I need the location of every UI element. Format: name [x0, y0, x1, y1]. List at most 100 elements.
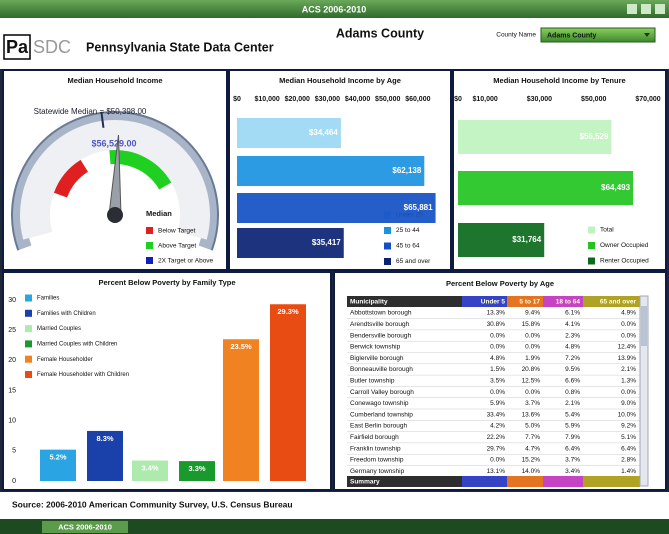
bar-value-label: 29.3%: [277, 307, 299, 316]
table-cell: 3.7%: [525, 400, 540, 407]
column-header: 65 and over: [600, 299, 637, 306]
table-cell: 4.7%: [525, 445, 540, 452]
table-cell: 0.0%: [525, 389, 540, 396]
table-cell: 29.7%: [487, 445, 506, 452]
table-cell: 0.0%: [525, 332, 540, 339]
scrollbar-thumb: [641, 306, 647, 346]
table-cell: Biglerville borough: [350, 355, 404, 362]
table-cell: 9.4%: [525, 310, 540, 317]
legend-title: Median: [146, 209, 172, 218]
legend-label: Families with Children: [37, 311, 96, 317]
table-cell: 2.3%: [565, 332, 580, 339]
x-tick-label: $40,000: [345, 96, 370, 103]
gauge-hub: [107, 207, 123, 223]
bar: [270, 304, 306, 481]
x-tick-label: $20,000: [285, 96, 310, 103]
county-dropdown[interactable]: [540, 27, 656, 43]
legend-swatch: [384, 242, 391, 250]
summary-cell: [507, 476, 543, 487]
legend-swatch: [588, 242, 595, 249]
bar-value-label: $65,881: [404, 203, 433, 212]
x-tick-label: $50,000: [375, 96, 400, 103]
bar-value-label: $35,417: [312, 238, 341, 247]
table-cell: Butler township: [350, 378, 395, 385]
table-cell: Bendersville borough: [350, 332, 411, 339]
legend-label: Female Householder with Children: [37, 372, 129, 378]
column-header-cell: [507, 296, 543, 307]
taskbar: [0, 519, 669, 534]
table-cell: 0.0%: [490, 344, 505, 351]
organization: Pennsylvania State Data Center: [86, 40, 274, 54]
bar-value-label: $31,764: [512, 235, 541, 244]
table-cell: 2.1%: [621, 366, 636, 373]
table-cell: Bonneauville borough: [350, 366, 413, 373]
footer: [0, 492, 669, 519]
table-cell: 1.5%: [490, 366, 505, 373]
table-cell: 14.0%: [522, 468, 541, 475]
bar: [237, 228, 344, 258]
table-cell: 5.9%: [565, 423, 580, 430]
table-cell: 15.2%: [522, 457, 541, 464]
minimize-button[interactable]: [627, 4, 637, 14]
column-header-cell: [583, 296, 640, 307]
table-cell: 20.8%: [522, 366, 541, 373]
close-button[interactable]: [655, 4, 665, 14]
table-cell: 22.2%: [487, 434, 506, 441]
legend-swatch: [25, 294, 32, 302]
y-tick-label: 10: [8, 418, 16, 425]
table-cell: 2.8%: [621, 457, 636, 464]
table-cell: 4.8%: [565, 344, 580, 351]
table-cell: 7.2%: [565, 355, 580, 362]
gauge-value: $56,529.00: [91, 138, 136, 148]
y-tick-label: 5: [12, 448, 16, 455]
column-header-cell: [543, 296, 583, 307]
taskbar-tab[interactable]: [42, 521, 128, 533]
table-cell: 0.0%: [490, 332, 505, 339]
bar: [458, 171, 634, 205]
summary-cell: [543, 476, 583, 487]
table-cell: Freedom township: [350, 457, 404, 464]
table-cell: Fairfield borough: [350, 434, 399, 441]
legend-label: 65 and over: [396, 258, 431, 265]
chart-title: Median Household Income: [67, 76, 162, 85]
table-cell: 4.8%: [490, 355, 505, 362]
maximize-button[interactable]: [641, 4, 651, 14]
legend-swatch: [25, 309, 32, 317]
logo-left: Pa: [6, 37, 29, 57]
gauge-rim-edge: [11, 111, 219, 251]
table-cell: 12.5%: [522, 378, 541, 385]
table-cell: 0.8%: [565, 389, 580, 396]
table-cell: 0.0%: [490, 457, 505, 464]
column-header: 18 to 64: [556, 299, 581, 306]
table-cell: 0.0%: [621, 321, 636, 328]
legend-swatch: [25, 340, 32, 348]
chart-title: Median Household Income by Age: [279, 76, 401, 85]
table-cell: 9.5%: [565, 366, 580, 373]
table-cell: 13.1%: [487, 468, 506, 475]
bar-value-label: 23.5%: [230, 342, 252, 351]
table-cell: 10.0%: [618, 411, 637, 418]
county-title: Adams County: [336, 26, 424, 40]
table-cell: 2.1%: [565, 400, 580, 407]
county-value: Adams County: [547, 32, 597, 39]
window-title: ACS 2006-2010: [302, 4, 367, 14]
legend-label: 25 to 44: [396, 227, 420, 234]
x-tick-label: $30,000: [315, 96, 340, 103]
gauge-band-red: [53, 159, 89, 198]
reference-annotation: Statewide Median = $50,398.00: [34, 107, 147, 116]
legend-label: 2X Target or Above: [158, 258, 214, 265]
table-cell: 0.0%: [525, 344, 540, 351]
title-bar: [0, 0, 669, 18]
logo-box: [3, 34, 31, 60]
chart-title: Median Household Income by Tenure: [493, 76, 625, 85]
reference-marker: [100, 111, 105, 128]
column-header-cell: [347, 296, 462, 307]
table-cell: 15.8%: [522, 321, 541, 328]
legend-label: Female Householder: [37, 357, 93, 363]
summary-cell: [583, 476, 640, 487]
bar: [87, 430, 123, 481]
table-cell: 5.0%: [525, 423, 540, 430]
legend-label: Married Couples: [37, 326, 81, 332]
table-cell: 1.9%: [525, 355, 540, 362]
